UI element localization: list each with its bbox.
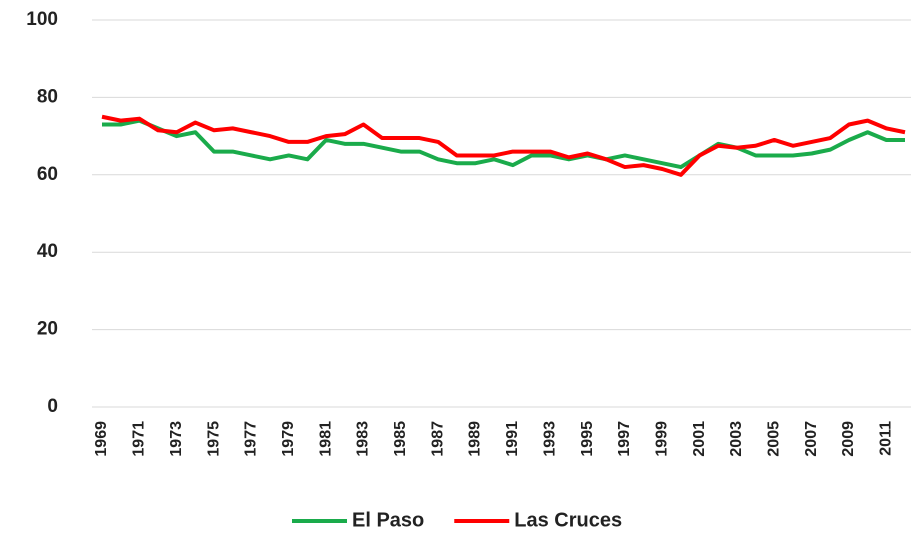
y-tick-label: 20 (37, 319, 58, 340)
x-tick-label: 1999 (653, 421, 670, 457)
x-tick-label: 1991 (504, 421, 521, 457)
x-tick-label: 1997 (616, 421, 633, 457)
y-tick-label: 0 (47, 396, 58, 417)
x-tick-label: 1985 (392, 421, 409, 457)
x-tick-label: 1969 (93, 421, 110, 457)
y-tick-label: 40 (37, 241, 58, 262)
x-tick-label: 1995 (579, 421, 596, 457)
x-tick-label: 2003 (728, 421, 745, 457)
y-tick-label: 60 (37, 164, 58, 185)
x-tick-label: 2007 (803, 421, 820, 457)
line (102, 118, 905, 170)
x-tick-label: 1981 (317, 421, 334, 457)
line (101, 114, 906, 177)
legend-label: Las Cruces (514, 509, 622, 531)
x-tick-label: 1975 (205, 421, 222, 457)
x-tick-label: 1973 (168, 421, 185, 457)
x-tick-label: 2001 (691, 421, 708, 457)
x-tick-label: 1983 (355, 421, 372, 457)
y-tick-label: 100 (26, 9, 58, 30)
x-tick-label: 1989 (467, 421, 484, 457)
x-tick-label: 2009 (840, 421, 857, 457)
x-tick-label: 1971 (131, 421, 148, 457)
x-tick-label: 1979 (280, 421, 297, 457)
x-tick-label: 1977 (243, 421, 260, 457)
legend-label: El Paso (352, 509, 424, 531)
y-tick-label: 80 (37, 86, 58, 107)
x-tick-label: 1993 (541, 421, 558, 457)
x-tick-label: 2011 (878, 421, 895, 456)
x-tick-label: 1987 (429, 421, 446, 457)
x-tick-label: 2005 (765, 421, 782, 457)
